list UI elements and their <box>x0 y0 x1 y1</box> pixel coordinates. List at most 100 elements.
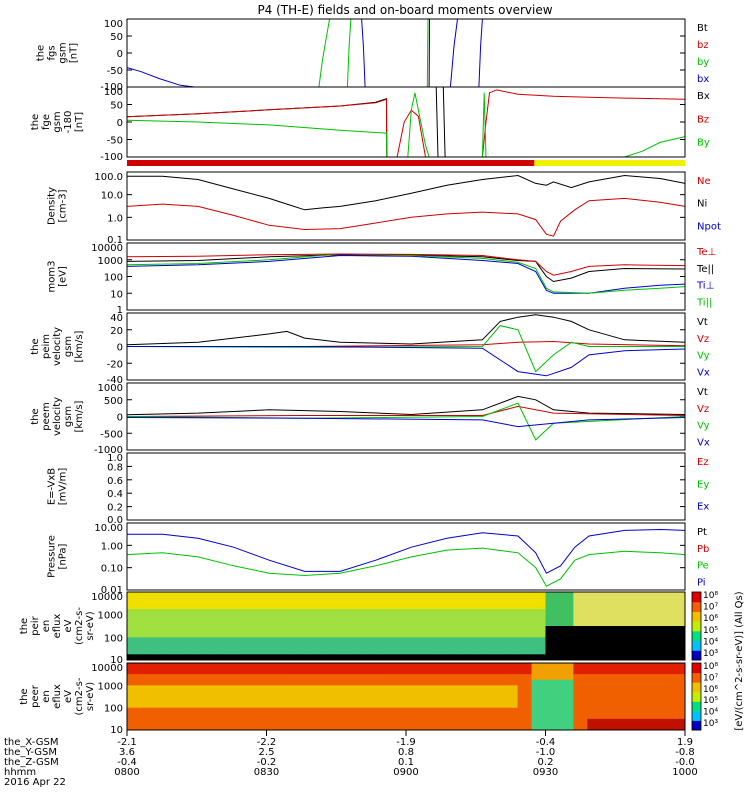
panel-peir-cell <box>420 592 434 598</box>
panel-peer-cell <box>225 685 239 691</box>
panel-peir-cell <box>183 620 197 626</box>
panel-peir-cell <box>434 637 448 643</box>
panel-peer-cell <box>615 674 629 680</box>
panel-veir-series-Vx <box>127 347 685 376</box>
panel-peir-cell <box>239 637 253 643</box>
panel-peir-cell <box>546 598 560 604</box>
panel-peir-cell <box>573 632 587 638</box>
panel-veer-ytick-label: 500 <box>104 396 123 407</box>
panel-peer-cell <box>378 669 392 675</box>
panel-peir-cell <box>322 637 336 643</box>
panel-peer-cell <box>280 702 294 708</box>
panel-peir-cell <box>420 649 434 655</box>
panel-peer-cell <box>294 674 308 680</box>
panel-peer-cell <box>350 697 364 703</box>
panel-peer-cell <box>225 708 239 714</box>
panel-veer-ylabel-line: gsm <box>63 406 74 427</box>
panel-peir-cell <box>350 632 364 638</box>
panel-peer-cell <box>225 680 239 686</box>
panel-peer-cell <box>657 674 671 680</box>
panel-density-series-Ne <box>127 198 685 236</box>
panel-peir-cell <box>169 626 183 632</box>
panel-peir-cell <box>364 643 378 649</box>
panel-peer-cell <box>559 680 573 686</box>
panel-peir-cell <box>434 603 448 609</box>
panel-peer-cell <box>169 702 183 708</box>
panel-veir-ytick-label: 40 <box>110 313 123 324</box>
panel-peir-cell <box>476 632 490 638</box>
panel-peer-cell <box>406 669 420 675</box>
panel-efield-legend-0: Ez <box>697 457 709 468</box>
panel-peer-cell <box>239 713 253 719</box>
panel-peir-cell <box>629 592 643 598</box>
panel-peer-cell <box>225 663 239 669</box>
panel-peir-cell <box>448 609 462 615</box>
panel-peer-cell <box>448 702 462 708</box>
panel-fge-series-Bx2 <box>436 87 438 157</box>
panel-peir-cell <box>141 615 155 621</box>
panel-peer-cell <box>504 669 518 675</box>
panel-peir-cell <box>308 626 322 632</box>
panel-peir-cell <box>615 626 629 632</box>
panel-peer-cell <box>239 719 253 725</box>
panel-peir-cell <box>267 615 281 621</box>
panel-peer-cell <box>504 680 518 686</box>
panel-peir-cell <box>504 609 518 615</box>
panel-peer-cell <box>504 674 518 680</box>
panel-peer-cell <box>239 697 253 703</box>
panel-peir-cell <box>239 603 253 609</box>
panel-peir-cell <box>378 649 392 655</box>
panel-peer-ytick-label: 10 <box>110 725 123 736</box>
panel-peir-cell <box>573 649 587 655</box>
panel-peer-cell <box>183 702 197 708</box>
panel-peir-cell <box>601 592 615 598</box>
panel-peir-cell <box>141 649 155 655</box>
panel-peir-cell <box>490 643 504 649</box>
colorbar-lower-band <box>692 663 701 673</box>
panel-peer-cell <box>378 702 392 708</box>
panel-peer-cell <box>253 685 267 691</box>
panel-peer-cell <box>601 674 615 680</box>
panel-peir-cell <box>350 643 364 649</box>
panel-peir-cell <box>336 626 350 632</box>
panel-peer-cell <box>239 702 253 708</box>
panel-peir-cell <box>183 603 197 609</box>
panel-peir-cell <box>211 626 225 632</box>
panel-peer-cell <box>392 680 406 686</box>
panel-peer-cell <box>364 697 378 703</box>
panel-peer-cell <box>546 674 560 680</box>
panel-peer-cell <box>127 680 141 686</box>
panel-peir-cell <box>197 598 211 604</box>
xaxis-value: 0900 <box>393 767 418 778</box>
panel-peir-cell <box>183 592 197 598</box>
panel-peer-cell <box>308 669 322 675</box>
panel-peir-cell <box>406 615 420 621</box>
panel-fgs-legend-2: by <box>697 57 709 68</box>
panel-peer-cell <box>239 708 253 714</box>
panel-peer-cell <box>141 669 155 675</box>
panel-peir-cell <box>657 643 671 649</box>
panel-peer-cell <box>127 702 141 708</box>
panel-peer-cell <box>336 663 350 669</box>
panel-peir-cell <box>197 592 211 598</box>
panel-pressure-frame <box>127 523 685 590</box>
panel-fgs-ytick-label: 50 <box>110 32 123 43</box>
panel-efield-ytick-label: 0.2 <box>107 503 123 514</box>
panel-peir-cell <box>155 637 169 643</box>
panel-peir-cell <box>490 609 504 615</box>
panel-peir-cell <box>448 637 462 643</box>
panel-peir-cell <box>490 632 504 638</box>
panel-peir-cell <box>141 643 155 649</box>
panel-peer-cell <box>546 680 560 686</box>
panel-peir-cell <box>504 603 518 609</box>
panel-peir-cell <box>211 609 225 615</box>
panel-fge-series-Bz3 <box>482 90 685 157</box>
panel-peer-cell <box>197 708 211 714</box>
panel-veir-ylabel-line: peim <box>41 334 52 359</box>
colorbar-upper-band <box>692 621 701 631</box>
panel-peer-cell <box>587 702 601 708</box>
panel-peer-cell <box>573 697 587 703</box>
panel-peer-cell <box>462 708 476 714</box>
panel-peer-cell <box>155 697 169 703</box>
colorbar-lower-tick: 10⁷ <box>703 673 718 683</box>
